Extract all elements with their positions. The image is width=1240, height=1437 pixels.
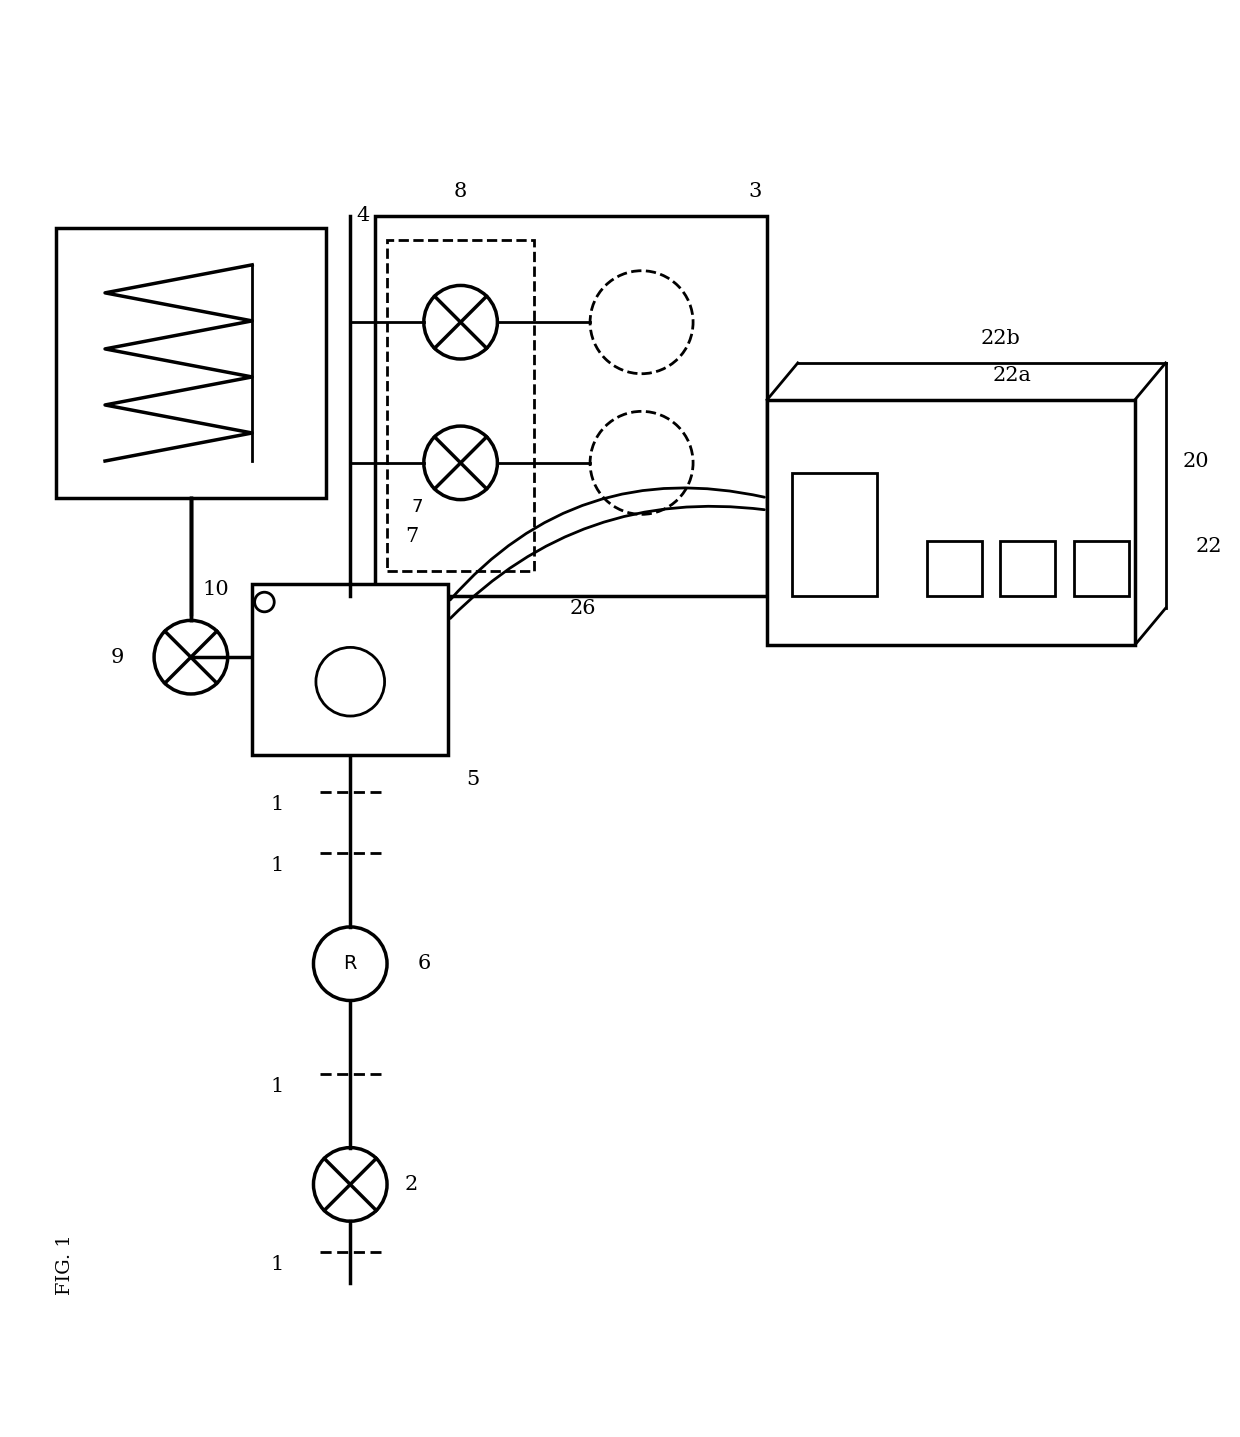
Text: 1: 1 [270, 1076, 284, 1096]
FancyBboxPatch shape [1074, 540, 1128, 596]
FancyBboxPatch shape [791, 473, 878, 596]
Text: 1: 1 [270, 856, 284, 875]
Text: 22a: 22a [993, 365, 1032, 385]
Text: 20: 20 [1183, 451, 1209, 470]
Text: 8: 8 [454, 181, 467, 201]
Text: FIG. 1: FIG. 1 [56, 1234, 74, 1295]
Text: 5: 5 [466, 770, 480, 789]
FancyBboxPatch shape [374, 216, 768, 596]
Text: 1: 1 [270, 795, 284, 813]
Text: 9: 9 [110, 648, 124, 667]
Text: 7: 7 [412, 497, 423, 516]
Text: 10: 10 [202, 581, 228, 599]
Text: 6: 6 [417, 954, 430, 973]
Text: 26: 26 [570, 599, 596, 618]
Text: 1: 1 [270, 1255, 284, 1273]
Text: 7: 7 [405, 527, 418, 546]
FancyBboxPatch shape [252, 583, 449, 756]
FancyBboxPatch shape [768, 399, 1135, 645]
Text: 4: 4 [356, 207, 370, 226]
FancyBboxPatch shape [926, 540, 982, 596]
Text: 3: 3 [748, 181, 761, 201]
Text: 22: 22 [1195, 537, 1221, 556]
FancyBboxPatch shape [56, 228, 326, 497]
Text: 2: 2 [405, 1175, 418, 1194]
Text: R: R [343, 954, 357, 973]
Text: 22b: 22b [980, 329, 1021, 348]
FancyBboxPatch shape [1001, 540, 1055, 596]
